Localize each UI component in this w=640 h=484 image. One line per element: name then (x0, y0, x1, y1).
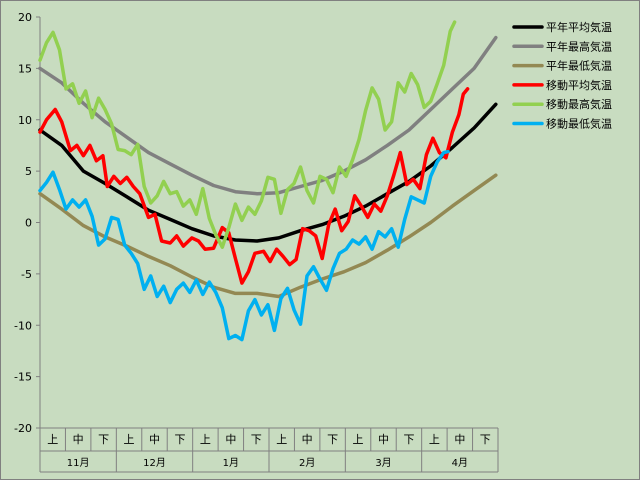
x-sub-label: 中 (149, 433, 160, 446)
series-line-3 (38, 173, 498, 299)
x-sub-label: 中 (454, 433, 465, 446)
x-sub-label: 中 (225, 433, 236, 446)
x-month-label: 3月 (375, 457, 391, 469)
x-sub-label: 下 (174, 433, 185, 446)
series-line-4 (38, 87, 470, 285)
y-tick-label: 15 (18, 62, 32, 75)
legend-label-4: 移動平均気温 (546, 78, 612, 92)
y-tick-label: 0 (25, 217, 32, 230)
y-tick-label: -10 (14, 319, 32, 332)
y-tick-label: 5 (25, 165, 32, 178)
x-month-label: 2月 (299, 457, 315, 469)
x-sub-label: 下 (251, 433, 262, 446)
legend-label-6: 移動最低気温 (546, 117, 612, 131)
series-line-5 (38, 20, 457, 249)
legend-label-1: 平年平均気温 (546, 20, 612, 34)
x-sub-label: 下 (98, 433, 109, 446)
y-tick-label: -20 (14, 422, 32, 435)
x-sub-label: 上 (276, 433, 287, 446)
x-sub-label: 中 (378, 433, 389, 446)
y-tick-label: 20 (18, 11, 32, 24)
legend-label-3: 平年最低気温 (546, 59, 612, 73)
x-sub-label: 上 (200, 433, 211, 446)
series-lines (38, 20, 498, 342)
legend-label-5: 移動最高気温 (546, 97, 612, 111)
series-line-6 (38, 149, 450, 342)
series-line-1 (38, 102, 498, 243)
x-sub-label: 下 (480, 433, 491, 446)
x-month-label: 12月 (143, 457, 166, 469)
x-sub-label: 下 (403, 433, 414, 446)
x-sub-label: 上 (124, 433, 135, 446)
series-line-2 (38, 35, 498, 196)
x-month-label: 1月 (223, 457, 239, 469)
x-month-label: 4月 (452, 457, 468, 469)
y-tick-label: 10 (18, 114, 32, 127)
axes: -20 -15 -10 -5 0 5 10 15 20 上 中 下 上 中 下 上 中 下 上 中 下 上 中 下 上 中 下 11月… (14, 11, 499, 473)
y-tick-label: -5 (21, 268, 32, 281)
plot-area (40, 17, 498, 428)
x-sub-label: 上 (47, 433, 58, 446)
x-sub-label: 下 (327, 433, 338, 446)
x-sub-label: 中 (73, 433, 84, 446)
x-sub-label: 上 (353, 433, 364, 446)
x-sub-label: 上 (429, 433, 440, 446)
x-sub-label: 中 (302, 433, 313, 446)
y-tick-label: -15 (14, 371, 32, 384)
legend-label-2: 平年最高気温 (546, 39, 612, 53)
x-month-label: 11月 (67, 457, 90, 469)
